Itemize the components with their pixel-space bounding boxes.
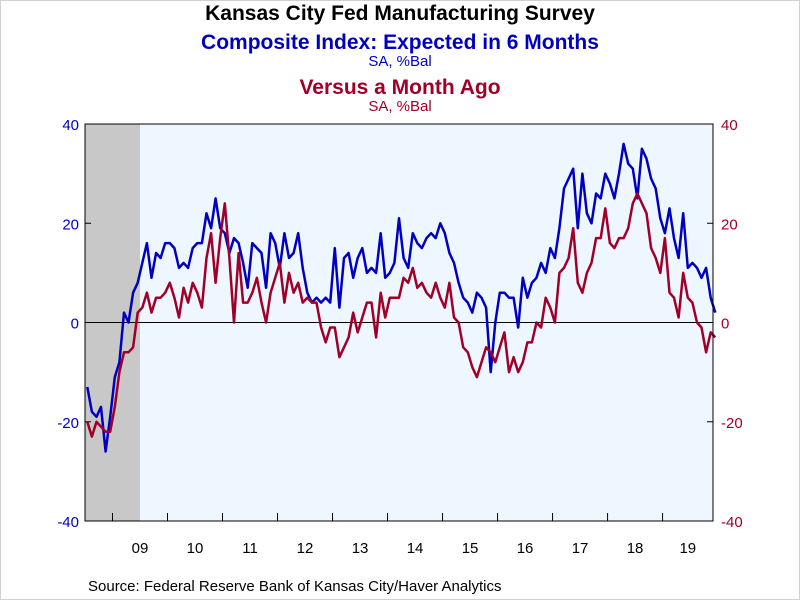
- series-line-2: [86, 192, 717, 438]
- y-left-tick-label: 40: [62, 117, 79, 134]
- x-tick-label: 17: [572, 540, 589, 557]
- source-note: Source: Federal Reserve Bank of Kansas C…: [88, 578, 502, 595]
- x-tick-label: 10: [187, 540, 204, 557]
- y-right-tick-label: 0: [721, 316, 729, 333]
- y-left-tick-label: -20: [57, 415, 79, 432]
- x-tick-label: 13: [352, 540, 369, 557]
- y-right-tick-label: 40: [721, 117, 738, 134]
- x-tick-label: 15: [462, 540, 479, 557]
- x-tick-label: 09: [132, 540, 149, 557]
- y-right-tick-label: -40: [721, 514, 743, 531]
- series-1-units: SA, %Bal: [368, 53, 432, 70]
- x-tick-label: 18: [627, 540, 644, 557]
- series-line-1: [86, 142, 717, 453]
- x-tick-label: 12: [297, 540, 314, 557]
- y-right-tick-label: 20: [721, 216, 738, 233]
- y-left-tick-label: 20: [62, 216, 79, 233]
- y-right-tick-label: -20: [721, 415, 743, 432]
- x-tick-label: 14: [407, 540, 424, 557]
- series-2-name: Versus a Month Ago: [299, 76, 501, 99]
- chart-title: Kansas City Fed Manufacturing Survey: [205, 2, 595, 25]
- y-left-tick-label: 0: [71, 316, 79, 333]
- y-left-tick-label: -40: [57, 514, 79, 531]
- x-tick-label: 11: [242, 540, 258, 557]
- x-tick-label: 16: [517, 540, 534, 557]
- x-tick-label: 19: [679, 540, 696, 557]
- series-2-units: SA, %Bal: [368, 98, 432, 115]
- plot-border: [84, 123, 714, 522]
- series-1-name: Composite Index: Expected in 6 Months: [201, 31, 599, 54]
